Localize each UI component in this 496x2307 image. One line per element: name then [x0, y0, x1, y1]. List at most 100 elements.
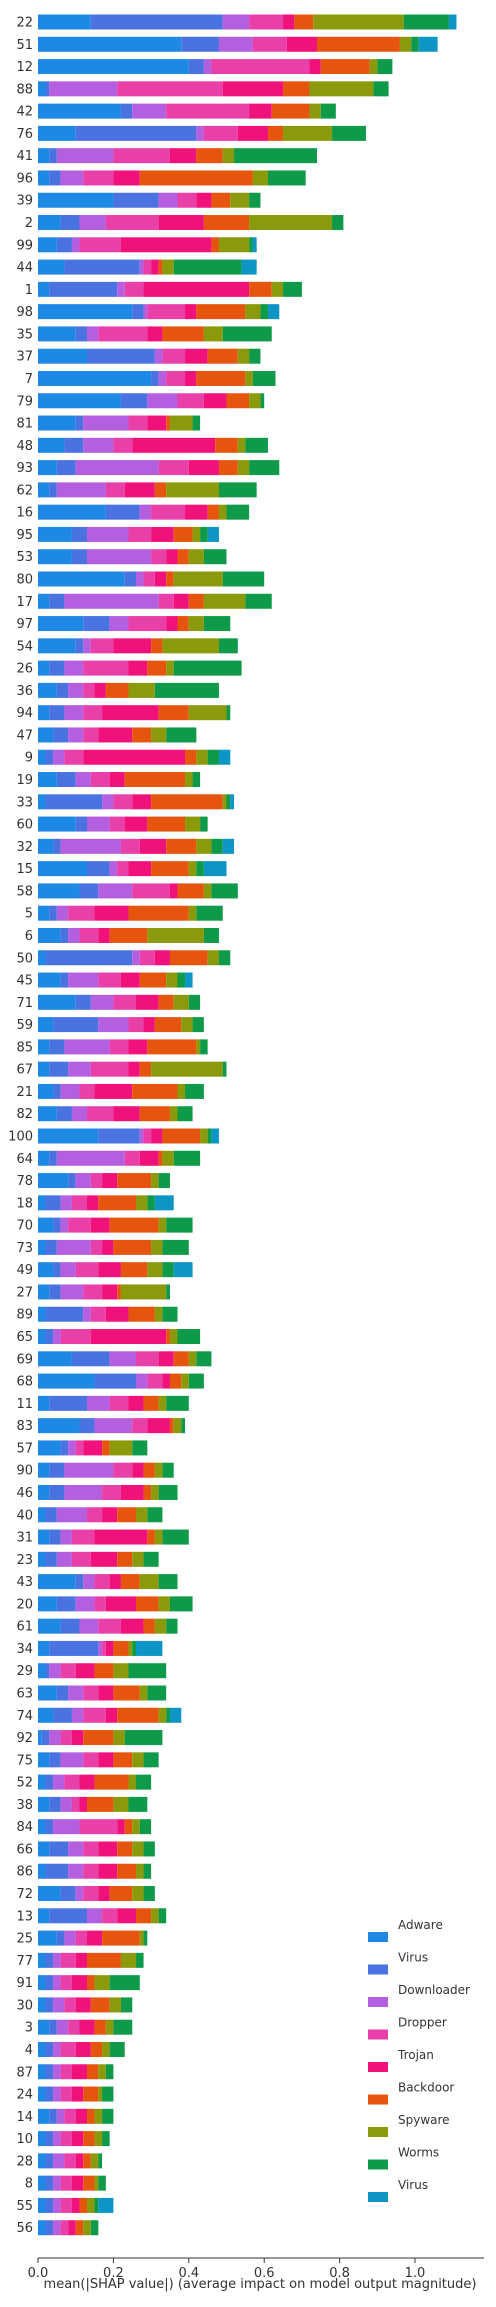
bar-segment-65-virus-1 — [45, 1329, 54, 1345]
bar-segment-34-worms-7 — [132, 1640, 137, 1656]
bar-segment-33-virus-1 — [45, 794, 103, 810]
bar-segment-63-adware-0 — [38, 1685, 57, 1701]
y-tick-label: 11 — [16, 1397, 33, 1412]
bar-segment-62-spyware-6 — [166, 482, 219, 498]
bar-segment-72-spyware-6 — [132, 1886, 144, 1902]
bar-segment-46-backdoor-5 — [143, 1484, 152, 1500]
bar-segment-5-downloader-2 — [56, 905, 69, 921]
bar-segment-84-worms-7 — [139, 1819, 152, 1835]
bar-segment-16-spyware-6 — [218, 504, 227, 520]
bar-segment-50-downloader-2 — [132, 950, 140, 966]
bar-segment-2-spyware-6 — [249, 215, 333, 231]
bar-segment-1-worms-7 — [283, 281, 302, 297]
bar-segment-52-virus-1 — [45, 1774, 54, 1790]
bar-segment-13-adware-0 — [38, 1908, 50, 1924]
bar-segment-87-downloader-2 — [53, 2064, 61, 2080]
bar-segment-55-spyware-6 — [87, 2197, 95, 2213]
bar-segment-100-virus-8 — [211, 1128, 219, 1144]
bar-segment-35-trojan-4 — [147, 326, 163, 342]
bar-segment-75-worms-7 — [143, 1752, 159, 1768]
bar-segment-22-dropper-3 — [249, 14, 284, 30]
bar-segment-11-backdoor-5 — [143, 1395, 159, 1411]
bar-segment-8-backdoor-5 — [83, 2175, 95, 2191]
y-tick-label: 33 — [16, 795, 33, 810]
legend: Adware Virus Downloader Dropper Trojan Backdo… — [368, 1918, 470, 2202]
bar-segment-58-trojan-4 — [169, 883, 178, 899]
bar-segment-97-worms-7 — [203, 616, 231, 632]
bar-segment-62-downloader-2 — [56, 482, 106, 498]
bar-segment-86-backdoor-5 — [117, 1863, 137, 1879]
bar-segment-18-virus-1 — [45, 1195, 61, 1211]
bar-segment-14-downloader-2 — [56, 2108, 65, 2124]
bar-segment-63-backdoor-5 — [113, 1685, 140, 1701]
bar-segment-74-adware-0 — [38, 1707, 54, 1723]
bar-segment-12-worms-7 — [377, 59, 393, 75]
bar-segment-95-virus-8 — [207, 526, 219, 542]
bar-segment-11-trojan-4 — [128, 1395, 144, 1411]
bar-segment-16-backdoor-5 — [207, 504, 219, 520]
bar-segment-98-virus-1 — [132, 304, 144, 320]
bar-segment-10-backdoor-5 — [83, 2131, 95, 2147]
bar-segment-11-virus-1 — [49, 1395, 88, 1411]
bar-segment-53-trojan-4 — [166, 549, 178, 565]
y-tick-label: 45 — [16, 974, 33, 989]
y-tick-label: 92 — [16, 1731, 33, 1746]
bar-segment-66-adware-0 — [38, 1841, 50, 1857]
y-tick-label: 64 — [16, 1152, 33, 1167]
bar-segment-66-spyware-6 — [132, 1841, 144, 1857]
bar-segment-54-spyware-6 — [162, 638, 219, 654]
y-tick-label: 41 — [16, 149, 33, 164]
bar-segment-33-spyware-6 — [222, 794, 227, 810]
bar-segment-64-trojan-4 — [139, 1150, 159, 1166]
y-tick-label: 93 — [16, 461, 33, 476]
bar-segment-92-virus-1 — [41, 1730, 50, 1746]
bar-segment-33-trojan-4 — [132, 794, 152, 810]
bar-segment-69-virus-1 — [71, 1351, 110, 1367]
bar-segment-58-dropper-3 — [132, 883, 170, 899]
bar-segment-98-virus-8 — [267, 304, 280, 320]
bar-segment-88-spyware-6 — [309, 81, 374, 97]
bar-segment-41-dropper-3 — [113, 148, 170, 164]
bar-segment-47-worms-7 — [166, 727, 197, 743]
bar-segment-28-dropper-3 — [64, 2153, 76, 2169]
bar-segment-38-virus-1 — [49, 1796, 61, 1812]
bar-segment-84-adware-0 — [38, 1819, 46, 1835]
bar-segment-83-worms-7 — [181, 1418, 186, 1434]
bar-segment-51-adware-0 — [38, 36, 182, 52]
bar-segment-40-spyware-6 — [136, 1507, 148, 1523]
bar-segment-27-virus-1 — [49, 1284, 61, 1300]
bar-segment-20-adware-0 — [38, 1596, 57, 1612]
bar-segment-71-trojan-4 — [136, 994, 159, 1010]
bar-segment-60-worms-7 — [200, 816, 208, 832]
bar-segment-8-dropper-3 — [60, 2175, 72, 2191]
bar-segment-92-dropper-3 — [60, 1730, 72, 1746]
bar-segment-83-backdoor-5 — [169, 1418, 174, 1434]
bar-segment-89-worms-7 — [162, 1306, 178, 1322]
bar-segment-39-spyware-6 — [230, 192, 250, 208]
bar-segment-100-downloader-2 — [139, 1128, 144, 1144]
y-tick-label: 14 — [16, 2110, 33, 2125]
bar-segment-40-dropper-3 — [87, 1507, 103, 1523]
bar-segment-60-dropper-3 — [109, 816, 125, 832]
legend-swatch-virus-8 — [368, 2192, 388, 2202]
bar-segment-2-trojan-4 — [158, 215, 204, 231]
bar-segment-7-backdoor-5 — [196, 370, 246, 386]
bar-segment-27-backdoor-5 — [117, 1284, 121, 1300]
x-axis-label: mean(|SHAP value|) (average impact on mo… — [44, 2277, 477, 2292]
bar-segment-3-virus-1 — [49, 2019, 57, 2035]
bar-segment-89-spyware-6 — [154, 1306, 163, 1322]
bar-segment-71-virus-1 — [75, 994, 91, 1010]
bar-segment-4-downloader-2 — [53, 2041, 61, 2057]
bar-segment-10-virus-1 — [45, 2131, 54, 2147]
bar-segment-86-virus-1 — [45, 1863, 69, 1879]
bar-segment-77-worms-7 — [136, 1952, 144, 1968]
bar-segment-58-spyware-6 — [203, 883, 212, 899]
bar-segment-66-dropper-3 — [83, 1841, 99, 1857]
bar-segment-43-dropper-3 — [94, 1574, 110, 1590]
bar-segment-93-adware-0 — [38, 460, 57, 476]
bar-segment-55-adware-0 — [38, 2197, 46, 2213]
bar-segment-31-spyware-6 — [154, 1529, 163, 1545]
bar-segment-77-adware-0 — [38, 1952, 46, 1968]
y-tick-label: 10 — [16, 2132, 33, 2147]
bar-segment-57-dropper-3 — [75, 1440, 84, 1456]
